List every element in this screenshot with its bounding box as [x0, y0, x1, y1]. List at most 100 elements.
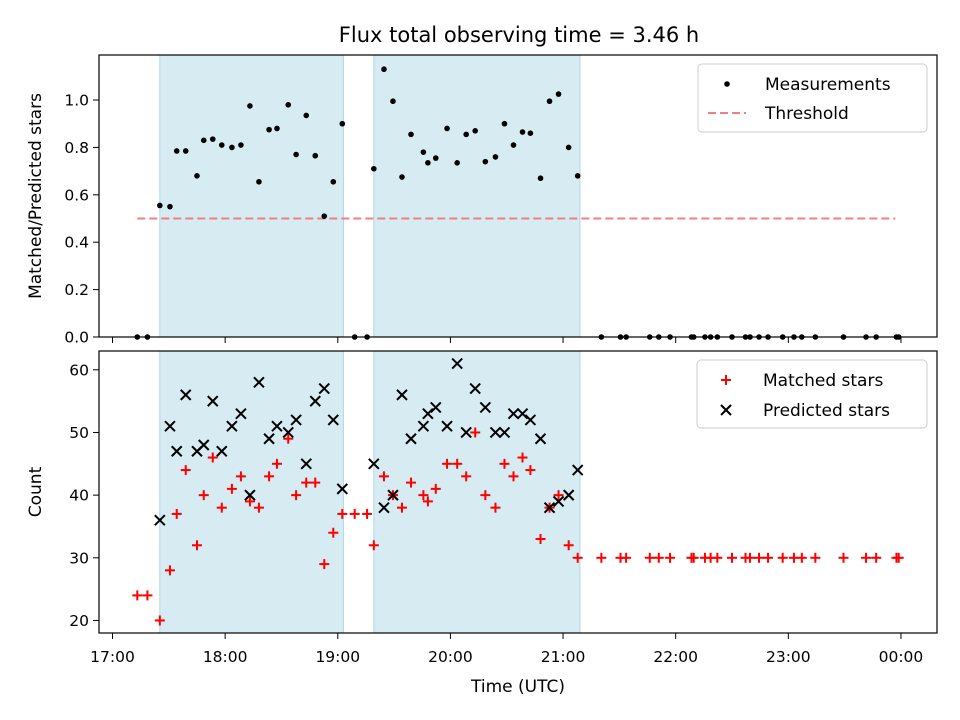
cross-stroke-b [469, 382, 481, 395]
measurement-point [574, 173, 581, 179]
measurement-point [519, 129, 526, 135]
measurement-point [321, 213, 328, 219]
cross-stroke-b [430, 401, 442, 414]
predicted-star-point [489, 426, 502, 439]
cross-stroke-b [543, 501, 556, 514]
matched-star-point [893, 552, 904, 563]
matched-star-point [349, 508, 360, 519]
cross-stroke-b [524, 414, 537, 426]
predicted-star-point [543, 501, 556, 514]
measurement-point [293, 151, 299, 158]
y-axis-label: Count [26, 466, 46, 517]
predicted-star-point [244, 489, 256, 501]
cross-stroke-b [263, 433, 275, 445]
predicted-star-point [469, 382, 481, 395]
matched-star-point [712, 552, 723, 563]
cross-stroke-b [441, 420, 453, 432]
legend-measurement-marker [724, 81, 730, 87]
predicted-star-point [290, 414, 302, 426]
matched-star-point [777, 552, 788, 563]
matched-star-point [207, 452, 218, 463]
predicted-star-point [378, 501, 390, 514]
matched-star-point [310, 477, 321, 488]
x-tick-label: 18:00 [203, 648, 248, 666]
predicted-star-point [216, 445, 228, 457]
cross-stroke-b [422, 407, 434, 420]
matched-star-point [235, 471, 246, 482]
measurement-point [209, 136, 216, 142]
matched-star-point [499, 458, 510, 469]
cross-stroke-b [387, 489, 399, 501]
observing-window [373, 350, 581, 634]
measurement-point [285, 101, 292, 108]
matched-star-point [665, 552, 676, 563]
matched-star-point [688, 552, 699, 563]
y-tick-label: 0.8 [64, 139, 89, 157]
matched-star-point [337, 508, 348, 519]
cross-stroke-b [180, 389, 192, 401]
measurement-point [238, 142, 244, 148]
predicted-star-point [417, 420, 430, 432]
measurement-point [157, 202, 163, 209]
legend-matched-label: Matched stars [763, 371, 883, 391]
predicted-star-point [368, 458, 380, 470]
matched-star-point [422, 496, 433, 507]
measurement-point [182, 148, 189, 154]
predicted-star-point [263, 433, 275, 445]
measurement-point [381, 66, 387, 73]
measurement-point [339, 120, 346, 127]
y-tick-label: 20 [69, 612, 89, 630]
predicted-star-point [498, 426, 511, 439]
matched-star-point [517, 452, 528, 463]
measurement-point [546, 98, 553, 105]
cross-stroke-b [720, 404, 732, 416]
matched-star-point [405, 477, 416, 488]
matched-star-point [838, 552, 849, 563]
measurement-point [463, 131, 469, 138]
cross-stroke-b [479, 401, 492, 414]
measurement-point [482, 158, 489, 165]
cross-stroke-b [336, 483, 348, 495]
legend-box [696, 359, 928, 429]
matched-star-point [283, 433, 294, 444]
predicted-star-point [327, 414, 339, 426]
matched-star-point [644, 552, 655, 563]
predicted-star-point [300, 458, 312, 470]
matched-star-point [418, 490, 429, 501]
predicted-star-point [552, 495, 565, 508]
matched-star-point [745, 552, 756, 563]
cross-stroke-b [417, 420, 430, 432]
predicted-star-point [180, 389, 192, 401]
matched-star-point [470, 427, 481, 438]
predicted-star-point [430, 401, 442, 414]
y-tick-label: 50 [69, 424, 89, 442]
matched-star-point [180, 465, 191, 476]
matched-star-point [596, 552, 607, 563]
matched-star-point [490, 502, 501, 513]
cross-stroke-b [451, 357, 463, 370]
cross-stroke-b [460, 426, 472, 439]
predicted-star-point [516, 407, 529, 420]
matched-star-point [154, 615, 165, 626]
cross-stroke-b [235, 407, 247, 420]
observing-window [373, 54, 581, 338]
measurement-point [454, 160, 460, 166]
cross-stroke-b [378, 501, 390, 514]
measurement-point [167, 203, 173, 210]
measurement-point [492, 154, 499, 160]
measurement-point [194, 173, 200, 179]
cross-stroke-b [327, 414, 339, 426]
matched-star-point [291, 490, 302, 501]
predicted-star-point [309, 395, 321, 407]
matched-star-point [653, 552, 664, 563]
predicted-star-point [336, 483, 348, 495]
observing-window [159, 54, 344, 338]
measurement-point [229, 144, 235, 151]
cross-stroke-b [571, 464, 584, 476]
predicted-star-point [479, 401, 492, 414]
legend-box [697, 63, 928, 133]
x-tick-label: 17:00 [90, 648, 135, 666]
matched-star-point [226, 483, 237, 494]
cross-stroke-b [198, 439, 210, 451]
matched-star-point [480, 490, 491, 501]
